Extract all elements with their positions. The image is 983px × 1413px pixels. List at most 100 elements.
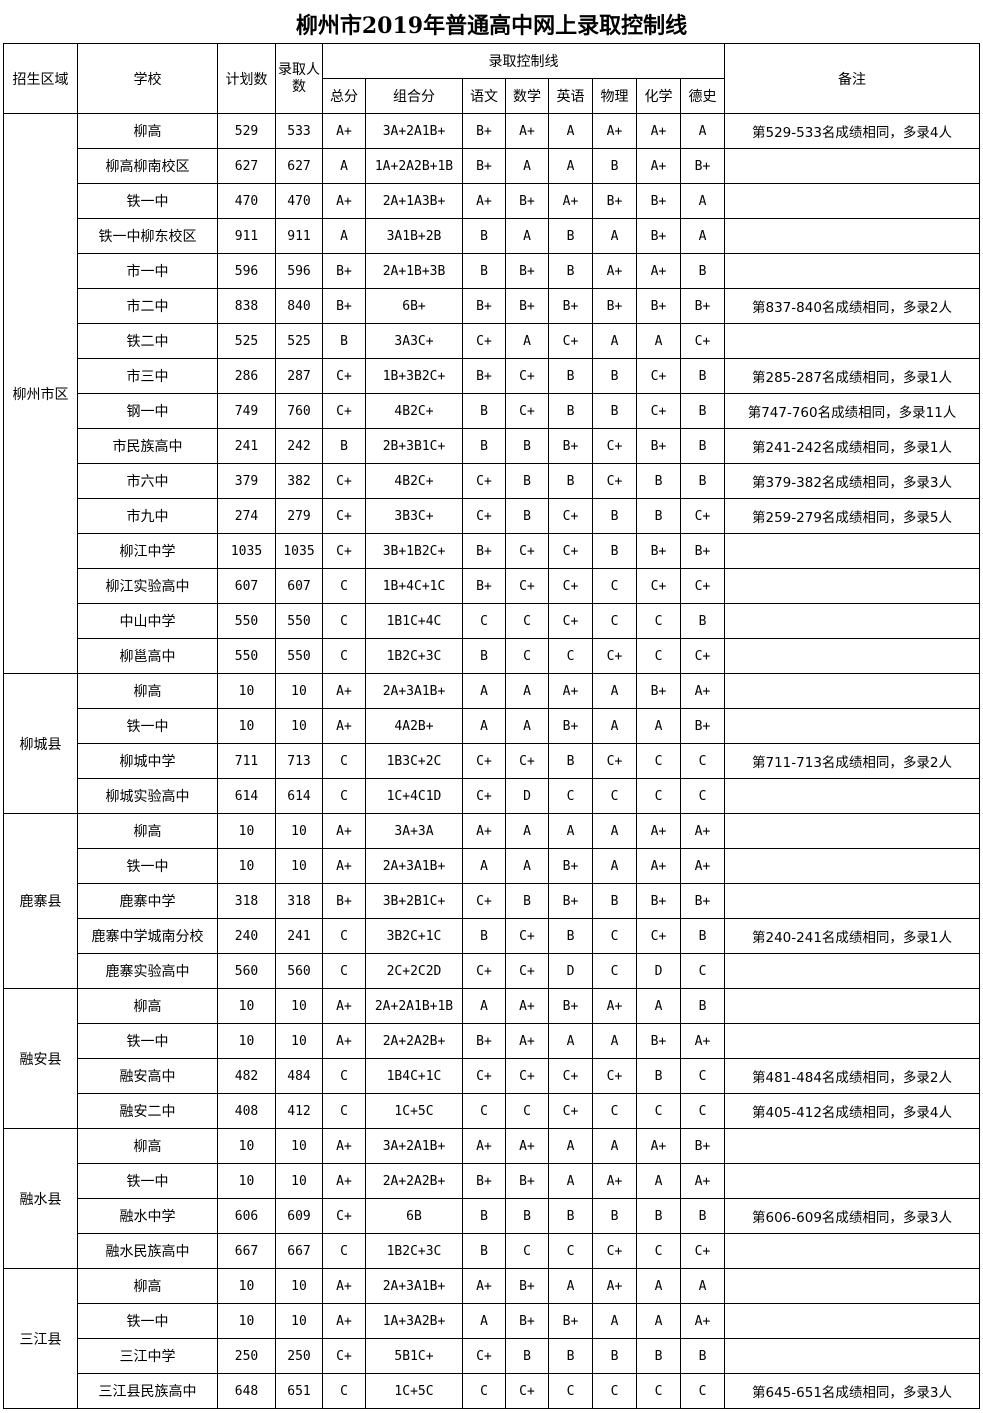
school-cell: 柳高 — [77, 113, 218, 149]
moral-history-cell: C — [680, 953, 725, 989]
table-row: 三江县 柳高 10 10 A+ 2A+3A1B+ A+ B+ A A+ A A — [3, 1268, 980, 1409]
chinese-cell: B+ — [462, 288, 506, 324]
admitted-cell: 382 — [275, 463, 323, 499]
school-cell: 铁二中 — [77, 323, 218, 359]
physics-cell: C — [592, 568, 637, 604]
chinese-cell: B+ — [462, 568, 506, 604]
admitted-cell: 1035 — [275, 533, 323, 569]
math-cell: B+ — [505, 1163, 549, 1199]
note-cell — [724, 1128, 980, 1164]
chinese-cell: B+ — [462, 1163, 506, 1199]
moral-history-cell: A+ — [680, 1023, 725, 1059]
table-row: 市三中 286 287 C+ 1B+3B2C+ B+ C+ B B C+ B 第285-287名成绩相… — [4, 358, 980, 394]
table-row: 市六中 379 382 C+ 4B2C+ C+ B B C+ B B 第379-382名成绩相同，多录… — [4, 463, 980, 499]
math-cell: B — [505, 1338, 549, 1374]
english-cell: B — [548, 393, 593, 429]
total-cell: C — [322, 953, 366, 989]
english-cell: A — [548, 1163, 593, 1199]
region-cell: 鹿寨县 — [3, 813, 78, 989]
admitted-cell: 609 — [275, 1198, 323, 1234]
school-cell: 市民族高中 — [77, 428, 218, 464]
note-cell — [724, 638, 980, 674]
note-cell: 第285-287名成绩相同，多录1人 — [724, 358, 980, 394]
plan-cell: 529 — [217, 113, 276, 149]
region-cell: 三江县 — [3, 1268, 78, 1409]
moral-history-cell: C — [680, 1093, 725, 1129]
total-cell: C+ — [322, 358, 366, 394]
combo-cell: 5B1C+ — [365, 1338, 463, 1374]
admission-table: 招生区域 学校 计划数 录取人数 录取控制线 备注 总分 组合分 语文 数学 英语 物理化… — [3, 43, 980, 1409]
english-cell: C — [548, 638, 593, 674]
total-cell: A+ — [322, 988, 366, 1024]
chinese-cell: B — [462, 918, 506, 954]
physics-cell: C — [592, 1373, 637, 1409]
table-row: 三江中学 250 250 C+ 5B1C+ C+ B B B B B — [4, 1338, 980, 1374]
school-cell: 柳高柳南校区 — [77, 148, 218, 184]
total-cell: A+ — [322, 1163, 366, 1199]
english-cell: B+ — [548, 883, 593, 919]
table-row: 铁一中 470 470 A+ 2A+1A3B+ A+ B+ A+ B+ B+ A — [4, 183, 980, 219]
moral-history-cell: B — [680, 463, 725, 499]
combo-cell: 6B — [365, 1198, 463, 1234]
plan-cell: 10 — [217, 813, 276, 849]
admitted-cell: 318 — [275, 883, 323, 919]
plan-cell: 250 — [217, 1338, 276, 1374]
moral-history-cell: A+ — [680, 848, 725, 884]
header-subject-chemistry: 化学 — [636, 78, 681, 114]
english-cell: B — [548, 1338, 593, 1374]
chemistry-cell: B+ — [636, 1023, 681, 1059]
total-cell: A+ — [322, 848, 366, 884]
plan-cell: 711 — [217, 743, 276, 779]
math-cell: A — [505, 218, 549, 254]
total-cell: C — [322, 1058, 366, 1094]
header-control-line: 录取控制线 — [322, 43, 725, 79]
region-cell: 融水县 — [3, 1128, 78, 1269]
english-cell: C — [548, 1233, 593, 1269]
total-cell: A+ — [322, 1023, 366, 1059]
table-row: 鹿寨县 柳高 10 10 A+ 3A+3A A+ A A A A+ A+ — [3, 813, 980, 989]
math-cell: C — [505, 638, 549, 674]
school-cell: 鹿寨实验高中 — [77, 953, 218, 989]
note-cell: 第405-412名成绩相同，多录4人 — [724, 1093, 980, 1129]
school-cell: 柳城实验高中 — [77, 778, 218, 814]
plan-cell: 10 — [217, 673, 276, 709]
english-cell: A — [548, 113, 593, 149]
english-cell: A+ — [548, 183, 593, 219]
english-cell: B — [548, 463, 593, 499]
english-cell: C+ — [548, 603, 593, 639]
plan-cell: 10 — [217, 1268, 276, 1304]
total-cell: A+ — [322, 813, 366, 849]
physics-cell: C+ — [592, 1058, 637, 1094]
note-cell: 第379-382名成绩相同，多录3人 — [724, 463, 980, 499]
school-cell: 三江中学 — [77, 1338, 218, 1374]
header-subject-total: 总分 — [322, 78, 366, 114]
english-cell: B — [548, 743, 593, 779]
english-cell: C — [548, 778, 593, 814]
note-cell: 第241-242名成绩相同，多录1人 — [724, 428, 980, 464]
chemistry-cell: B+ — [636, 218, 681, 254]
chemistry-cell: C+ — [636, 393, 681, 429]
english-cell: B+ — [548, 428, 593, 464]
combo-cell: 1C+4C1D — [365, 778, 463, 814]
note-cell — [724, 883, 980, 919]
plan-cell: 648 — [217, 1373, 276, 1409]
chinese-cell: C+ — [462, 463, 506, 499]
total-cell: A+ — [322, 183, 366, 219]
admitted-cell: 533 — [275, 113, 323, 149]
chinese-cell: C+ — [462, 743, 506, 779]
table-row: 铁一中 10 10 A+ 2A+2A2B+ B+ B+ A A+ A A+ — [4, 1163, 980, 1199]
total-cell: C+ — [322, 498, 366, 534]
combo-cell: 2A+2A1B+1B — [365, 988, 463, 1024]
physics-cell: B — [592, 498, 637, 534]
admitted-cell: 412 — [275, 1093, 323, 1129]
total-cell: A+ — [322, 1268, 366, 1304]
physics-cell: C — [592, 953, 637, 989]
math-cell: C+ — [505, 533, 549, 569]
chinese-cell: C+ — [462, 778, 506, 814]
school-cell: 融安二中 — [77, 1093, 218, 1129]
chemistry-cell: C — [636, 1373, 681, 1409]
school-cell: 柳城中学 — [77, 743, 218, 779]
plan-cell: 318 — [217, 883, 276, 919]
physics-cell: C+ — [592, 463, 637, 499]
moral-history-cell: B — [680, 358, 725, 394]
